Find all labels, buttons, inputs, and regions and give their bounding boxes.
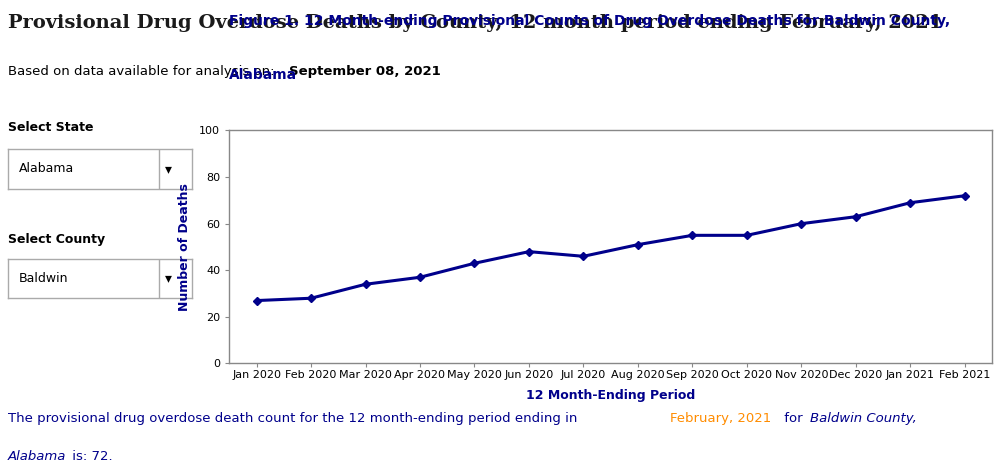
Text: Select State: Select State bbox=[8, 121, 94, 134]
Text: ▾: ▾ bbox=[165, 162, 171, 176]
Text: Based on data available for analysis on:: Based on data available for analysis on: bbox=[8, 65, 274, 78]
Text: February, 2021: February, 2021 bbox=[670, 412, 772, 425]
Text: is: 72.: is: 72. bbox=[68, 450, 113, 463]
Text: for: for bbox=[780, 412, 807, 425]
Text: The provisional drug overdose death count for the 12 month-ending period ending : The provisional drug overdose death coun… bbox=[8, 412, 581, 425]
Text: Alabama: Alabama bbox=[229, 68, 297, 82]
Text: Provisional Drug Overdose Deaths by County, 12 month period ending February, 202: Provisional Drug Overdose Deaths by Coun… bbox=[8, 14, 942, 32]
Text: Baldwin: Baldwin bbox=[19, 272, 69, 285]
Text: September 08, 2021: September 08, 2021 bbox=[289, 65, 441, 78]
Text: Figure 1. 12 Month-ending Provisional Counts of Drug Overdose Deaths for Baldwin: Figure 1. 12 Month-ending Provisional Co… bbox=[229, 14, 950, 28]
Y-axis label: Number of Deaths: Number of Deaths bbox=[177, 183, 191, 311]
Text: ▾: ▾ bbox=[165, 271, 171, 286]
Text: Baldwin County,: Baldwin County, bbox=[810, 412, 916, 425]
Text: Alabama: Alabama bbox=[8, 450, 67, 463]
X-axis label: 12 Month-Ending Period: 12 Month-Ending Period bbox=[526, 389, 695, 402]
Text: Select County: Select County bbox=[8, 233, 105, 246]
Text: Alabama: Alabama bbox=[19, 163, 75, 175]
